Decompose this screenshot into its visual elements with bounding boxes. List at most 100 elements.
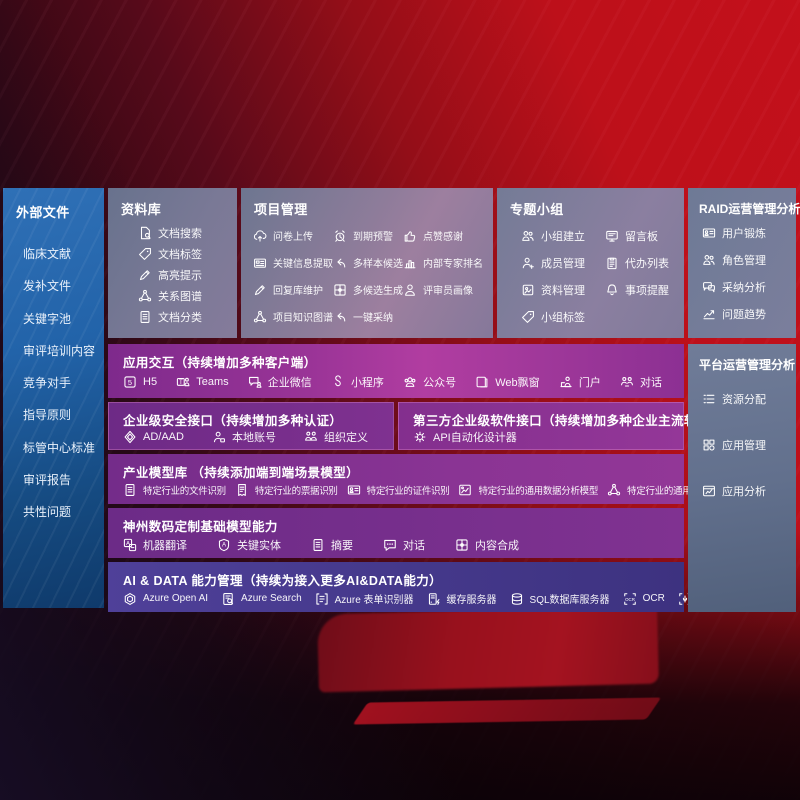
feature-item: 一键采纳 [333, 309, 403, 324]
feature-item: 事项提醒 [605, 282, 669, 298]
topic-groups-title: 专题小组 [510, 202, 564, 217]
industry-models-items: 特定行业的文件识别 特定行业的票据识别 特定行业的证件识别 特定行业的通用数据分析模型… [108, 481, 747, 505]
feature-label: 评审员画像 [423, 286, 473, 297]
feature-item: 高亮提示 [138, 267, 233, 283]
feature-item: 角色管理 [702, 252, 794, 268]
app-interaction-title: 应用交互（持续增加多种客户端） [123, 356, 317, 370]
feature-label: 关系图谱 [158, 291, 202, 304]
feature-item: 特定行业的证件识别 [347, 483, 450, 497]
feature-label: Azure 表单识别器 [334, 595, 414, 606]
external-files-panel: 外部文件 临床文献 发补文件 关键字池 审评培训内容 竞争对手 指导原则 标管中心标准 审评报… [3, 188, 104, 608]
feature-item: 组织定义 [304, 429, 368, 445]
feature-item: 缓存服务器 [427, 591, 497, 606]
feature-item: 多候选生成 [333, 282, 403, 297]
feature-label: 留言板 [625, 230, 658, 243]
topic-groups-items: 小组建立 成员管理 资料管理 小组标签 留言板 代办列表 事项提醒 [497, 220, 684, 338]
feature-label: 临床文献 [23, 247, 72, 261]
feature-label: 资料管理 [541, 284, 585, 297]
industry-models-row: 产业模型库 （持续添加端到端场景模型） 特定行业的文件识别 特定行业的票据识别 特定… [108, 454, 747, 505]
feature-item: 5 H5 [123, 375, 157, 389]
feature-item: 特定行业的通用知识图谱模型 [607, 483, 747, 497]
feature-label: 事项提醒 [625, 284, 669, 297]
feature-item: 本地账号 [212, 429, 276, 445]
feature-label: 小组标签 [541, 311, 585, 324]
feature-label: AD/AAD [143, 431, 184, 443]
app-interaction-items: 5 H5 T Teams 企业微信 小程序 公众号 Web飘窗 门户 对话 [108, 371, 684, 398]
feature-item: 关键信息提取 [253, 255, 333, 270]
pen-icon [253, 283, 267, 297]
enterprise-security-box: 企业级安全接口（持续增加多种认证） AD/AAD 本地账号 组织定义 [108, 402, 394, 450]
library-title: 资料库 [121, 202, 162, 217]
feature-item: 公众号 [403, 374, 456, 390]
person-icon [403, 283, 417, 297]
feature-item: 特定行业的文件识别 [123, 483, 226, 497]
doc-search-icon [138, 226, 152, 240]
feature-item: 特定行业的通用数据分析模型 [458, 483, 598, 497]
feature-label: 对话 [403, 540, 425, 552]
feature-item: 资源分配 [702, 391, 794, 407]
sidebar-item: 审评报告 [23, 471, 100, 488]
feature-label: 门户 [578, 376, 601, 389]
people-icon [702, 253, 716, 267]
svg-text:OCR: OCR [625, 596, 635, 601]
feature-label: 内容合成 [475, 540, 519, 552]
feature-item: Web飘窗 [475, 374, 540, 390]
shield-diamond-icon [123, 430, 137, 444]
image-chart-icon [458, 483, 472, 497]
feature-label: 高亮提示 [158, 269, 202, 282]
feature-label: 点赞感谢 [423, 232, 463, 243]
feature-item: OCR OCR [623, 592, 665, 606]
sql-db-icon [510, 592, 524, 606]
feature-item: 项目知识图谱 [253, 309, 333, 324]
svg-text:A: A [126, 541, 130, 547]
feature-item: 代办列表 [605, 255, 669, 271]
thirdparty-software-title: 第三方企业级软件接口（持续增加多种企业主流软件接口） [413, 414, 749, 428]
feature-label: 组织定义 [323, 432, 368, 444]
org-people-icon [304, 430, 318, 444]
grid-gen-icon [333, 283, 347, 297]
feature-label: 标管中心标准 [23, 440, 96, 455]
feature-item: 成员管理 [521, 255, 585, 271]
sidebar-item: 发补文件 [23, 277, 100, 294]
card-lines-icon [253, 256, 267, 270]
h5-icon: 5 [123, 375, 137, 389]
clipboard-icon [605, 256, 619, 270]
feature-item: 应用管理 [702, 437, 794, 453]
feature-label: 资源分配 [722, 394, 766, 406]
album-icon [521, 283, 535, 297]
form-icon [315, 592, 329, 606]
feature-label: Web飘窗 [495, 376, 540, 389]
bell-icon [605, 283, 619, 297]
thirdparty-software-box: 第三方企业级软件接口（持续增加多种企业主流软件接口） API自动化设计器 [398, 402, 749, 450]
alarm-icon [333, 229, 347, 243]
feature-label: 特定行业的文件识别 [143, 486, 226, 497]
feature-label: 角色管理 [722, 254, 766, 267]
graph-icon [607, 483, 621, 497]
background-red-strip [352, 697, 662, 725]
portal-icon [559, 375, 573, 389]
feature-label: 审评培训内容 [23, 343, 96, 358]
api-gear-icon [413, 430, 427, 444]
app-window-icon [702, 484, 716, 498]
svg-text:T: T [179, 379, 183, 386]
feature-label: 多候选生成 [353, 286, 403, 297]
feature-label: 特定行业的票据识别 [254, 486, 338, 497]
feature-item: 评审员画像 [403, 282, 483, 297]
feature-label: 缓存服务器 [446, 595, 497, 606]
feature-item: 特定行业的票据识别 [235, 483, 338, 497]
feature-label: 特定行业的通用数据分析模型 [478, 486, 599, 497]
feature-label: 内部专家排名 [423, 259, 483, 270]
app-interaction-row: 应用交互（持续增加多种客户端） 5 H5 T Teams 企业微信 小程序 公众号 Web飘窗… [108, 344, 684, 398]
feature-item: 小程序 [331, 374, 384, 390]
feature-label: SQL数据库服务器 [529, 595, 610, 606]
dialog-icon [620, 375, 634, 389]
enterprise-security-title: 企业级安全接口（持续增加多种认证） [123, 414, 343, 428]
window-icon [475, 375, 489, 389]
feature-item: 回复库维护 [253, 282, 333, 297]
feature-item: Azure Search [221, 592, 302, 606]
ai-data-row: AI & DATA 能力管理（持续为接入更多AI&DATA能力） Azure O… [108, 562, 790, 612]
feature-item: Azure Open AI [123, 592, 208, 606]
platform-analysis-panel: 平台运营管理分析 资源分配 应用管理 应用分析 [688, 344, 796, 612]
feature-item: A 机器翻译 [123, 537, 187, 553]
